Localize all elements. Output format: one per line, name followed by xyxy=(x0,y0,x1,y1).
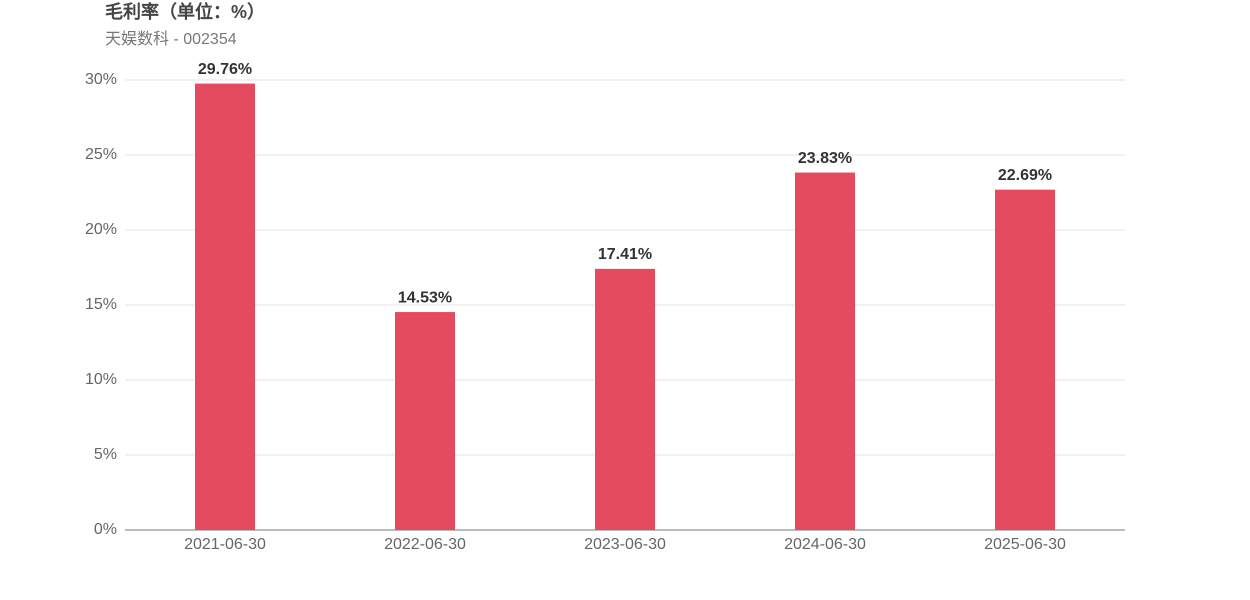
x-tick-label: 2023-06-30 xyxy=(584,536,666,553)
bar xyxy=(995,189,1055,530)
value-label: 29.76% xyxy=(198,61,252,78)
bar xyxy=(795,172,855,531)
bar xyxy=(195,83,255,530)
y-tick-label: 0% xyxy=(94,521,117,538)
bar xyxy=(595,268,655,530)
x-tick-label: 2024-06-30 xyxy=(784,536,866,553)
y-tick-label: 15% xyxy=(85,296,117,313)
y-tick-label: 25% xyxy=(85,146,117,163)
chart-title: 毛利率（单位：%） xyxy=(105,1,265,22)
value-label: 14.53% xyxy=(398,289,452,306)
value-label: 23.83% xyxy=(798,150,852,167)
y-tick-label: 30% xyxy=(85,71,117,88)
y-tick-label: 5% xyxy=(94,446,117,463)
value-label: 17.41% xyxy=(598,246,652,263)
x-tick-label: 2025-06-30 xyxy=(984,536,1066,553)
x-tick-label: 2022-06-30 xyxy=(384,536,466,553)
y-tick-label: 10% xyxy=(85,371,117,388)
y-tick-label: 20% xyxy=(85,221,117,238)
chart-subtitle: 天娱数科 - 002354 xyxy=(105,30,237,48)
value-label: 22.69% xyxy=(998,167,1052,184)
x-tick-label: 2021-06-30 xyxy=(184,536,266,553)
bar xyxy=(395,312,455,530)
